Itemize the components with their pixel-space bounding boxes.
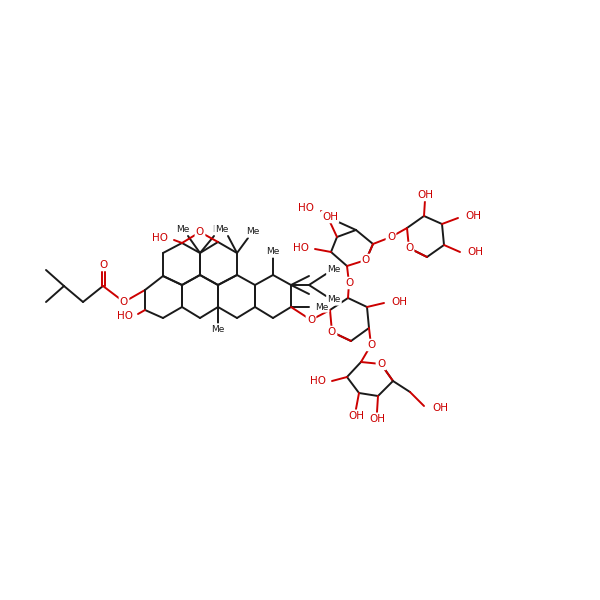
Text: HO: HO [310,376,326,386]
Text: O: O [307,315,315,325]
Text: Me: Me [247,227,260,236]
Text: O: O [367,340,375,350]
Text: OH: OH [465,211,481,221]
Text: O: O [345,278,353,288]
Text: OH: OH [348,411,364,421]
Text: OH: OH [369,414,385,424]
Text: Me: Me [328,295,341,304]
Text: HO: HO [117,311,133,321]
Text: O: O [387,232,395,242]
Text: Me: Me [215,224,229,233]
Text: Me: Me [212,224,226,233]
Text: HO: HO [293,243,309,253]
Text: OH: OH [432,403,448,413]
Text: O: O [120,297,128,307]
Text: OH: OH [391,297,407,307]
Text: HO: HO [298,203,314,213]
Text: OH: OH [417,190,433,200]
Text: Me: Me [211,325,224,334]
Text: O: O [196,227,204,237]
Text: O: O [99,260,107,270]
Text: O: O [328,327,336,337]
Text: Me: Me [328,265,341,275]
Text: Me: Me [176,224,190,233]
Text: OH: OH [322,212,338,222]
Text: OH: OH [467,247,483,257]
Text: HO: HO [152,233,168,243]
Text: Me: Me [315,302,328,311]
Text: Me: Me [266,247,280,257]
Text: O: O [377,359,385,369]
Text: O: O [362,255,370,265]
Text: O: O [405,243,413,253]
